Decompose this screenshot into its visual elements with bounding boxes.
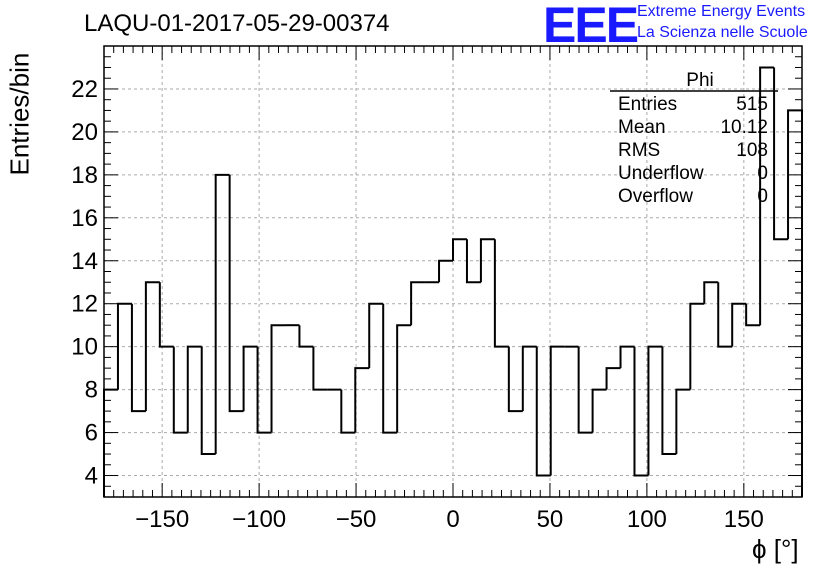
histogram-bin: [410, 281, 426, 326]
y-tick-label: 20: [71, 119, 98, 146]
histogram-bin: [577, 346, 593, 434]
histogram-bin: [675, 388, 691, 455]
histogram-bin: [312, 346, 328, 391]
histogram-bin: [200, 346, 216, 456]
stats-row-label: Underflow: [618, 163, 704, 184]
stats-row-label: RMS: [618, 140, 660, 161]
stats-row-value: 515: [736, 94, 768, 115]
histogram-bin: [158, 282, 174, 348]
histogram-bin: [591, 388, 607, 433]
histogram-bin: [340, 389, 356, 434]
logo-subtitle-line2: La Scienza nelle Scuole: [637, 24, 808, 41]
x-tick-label: 0: [446, 506, 459, 533]
stats-row-value: 108: [736, 140, 768, 161]
y-tick-label: 16: [71, 205, 98, 232]
eee-logo: EEE: [543, 0, 639, 53]
chart-title: LAQU-01-2017-05-29-00374: [84, 10, 390, 37]
histogram-bin: [633, 346, 649, 477]
stats-row-value: 10.12: [720, 117, 768, 138]
histogram-bin: [717, 282, 733, 348]
histogram-bin: [382, 303, 398, 434]
y-tick-label: 6: [85, 420, 98, 447]
x-tick-label: 150: [724, 506, 764, 533]
stats-row-value: 0: [757, 186, 768, 207]
histogram-bin: [270, 324, 286, 433]
stats-box-name: Phi: [686, 70, 713, 91]
stats-row-label: Entries: [618, 94, 677, 115]
histogram-bin: [228, 174, 244, 413]
histogram-bin: [507, 346, 523, 413]
histogram-bin: [186, 345, 202, 433]
histogram-bin: [465, 239, 481, 284]
histogram-bin: [759, 66, 775, 326]
histogram-bin: [452, 238, 467, 261]
histogram-bin: [619, 345, 635, 369]
histogram-bin: [172, 346, 188, 434]
y-tick-label: 14: [71, 248, 98, 275]
x-tick-label: −150: [135, 506, 189, 533]
histogram-bin: [731, 302, 747, 347]
y-tick-label: 4: [85, 463, 98, 490]
histogram-bin: [493, 239, 509, 348]
x-tick-label: 50: [537, 506, 564, 533]
histogram-bin: [368, 302, 384, 369]
logo-subtitle-line1: Extreme Energy Events: [637, 3, 806, 20]
x-tick-label: 100: [627, 506, 667, 533]
histogram-bin: [689, 302, 705, 390]
histogram-bin: [298, 325, 314, 348]
stats-box: Phi Entries 515 Mean 10.12 RMS 108 Underflow 0 Ov…: [610, 70, 778, 207]
stats-row-label: Overflow: [618, 186, 693, 207]
histogram-bin: [661, 346, 677, 456]
histogram-bin: [242, 345, 258, 412]
histogram-bin: [535, 346, 551, 477]
y-tick-label: 18: [71, 162, 98, 189]
histogram-bin: [521, 345, 537, 412]
histogram-bin: [745, 303, 761, 327]
histogram-bin: [703, 281, 719, 304]
histogram-bin: [549, 345, 565, 476]
histogram-bin: [256, 346, 272, 434]
histogram-bin: [354, 367, 370, 433]
histogram-bin: [130, 303, 146, 413]
histogram-bin: [647, 345, 663, 476]
x-tick-label: −100: [232, 506, 286, 533]
histogram-bin: [396, 324, 412, 433]
axes: −150 −100 −50 0 50 100 150 4 6 8 10 12 14 16 18 20 22: [71, 45, 803, 533]
histogram-bin: [773, 67, 789, 241]
histogram-bin: [605, 367, 621, 390]
y-tick-label: 22: [71, 76, 98, 103]
y-tick-label: 10: [71, 334, 98, 361]
histogram-bin: [479, 238, 495, 283]
histogram-bin: [144, 281, 160, 412]
histogram-bin: [438, 259, 453, 283]
x-tick-label: −50: [336, 506, 377, 533]
histogram-bin: [214, 173, 230, 455]
stats-row-label: Mean: [618, 117, 666, 138]
grid: [104, 46, 802, 497]
stats-row-value: 0: [757, 163, 768, 184]
y-tick-label: 12: [71, 291, 98, 318]
y-tick-label: 8: [85, 377, 98, 404]
x-axis-label: ϕ [°]: [752, 534, 799, 564]
